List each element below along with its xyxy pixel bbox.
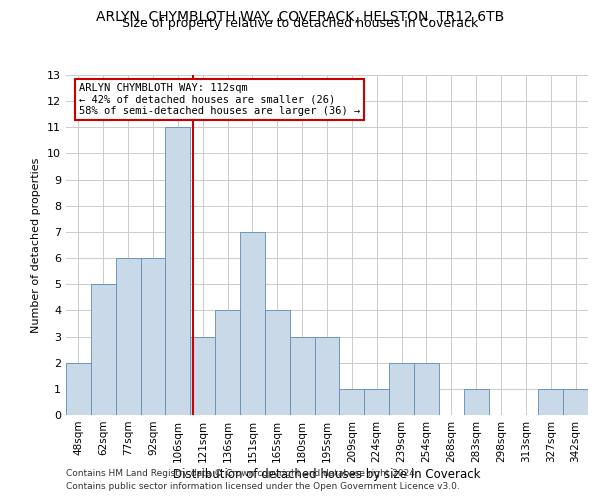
Bar	[314, 336, 340, 415]
Bar	[389, 362, 414, 415]
Bar	[166, 128, 190, 415]
Bar	[538, 389, 563, 415]
Bar	[190, 336, 215, 415]
Text: Size of property relative to detached houses in Coverack: Size of property relative to detached ho…	[122, 18, 478, 30]
X-axis label: Distribution of detached houses by size in Coverack: Distribution of detached houses by size …	[173, 468, 481, 480]
Text: ARLYN CHYMBLOTH WAY: 112sqm
← 42% of detached houses are smaller (26)
58% of sem: ARLYN CHYMBLOTH WAY: 112sqm ← 42% of det…	[79, 83, 360, 116]
Bar	[290, 336, 314, 415]
Text: ARLYN, CHYMBLOTH WAY, COVERACK, HELSTON, TR12 6TB: ARLYN, CHYMBLOTH WAY, COVERACK, HELSTON,…	[96, 10, 504, 24]
Bar	[91, 284, 116, 415]
Bar	[563, 389, 588, 415]
Bar	[364, 389, 389, 415]
Text: Contains HM Land Registry data © Crown copyright and database right 2024.: Contains HM Land Registry data © Crown c…	[66, 468, 418, 477]
Bar	[66, 362, 91, 415]
Text: Contains public sector information licensed under the Open Government Licence v3: Contains public sector information licen…	[66, 482, 460, 491]
Bar	[414, 362, 439, 415]
Bar	[240, 232, 265, 415]
Bar	[140, 258, 166, 415]
Bar	[340, 389, 364, 415]
Bar	[265, 310, 290, 415]
Bar	[215, 310, 240, 415]
Y-axis label: Number of detached properties: Number of detached properties	[31, 158, 41, 332]
Bar	[116, 258, 140, 415]
Bar	[464, 389, 488, 415]
